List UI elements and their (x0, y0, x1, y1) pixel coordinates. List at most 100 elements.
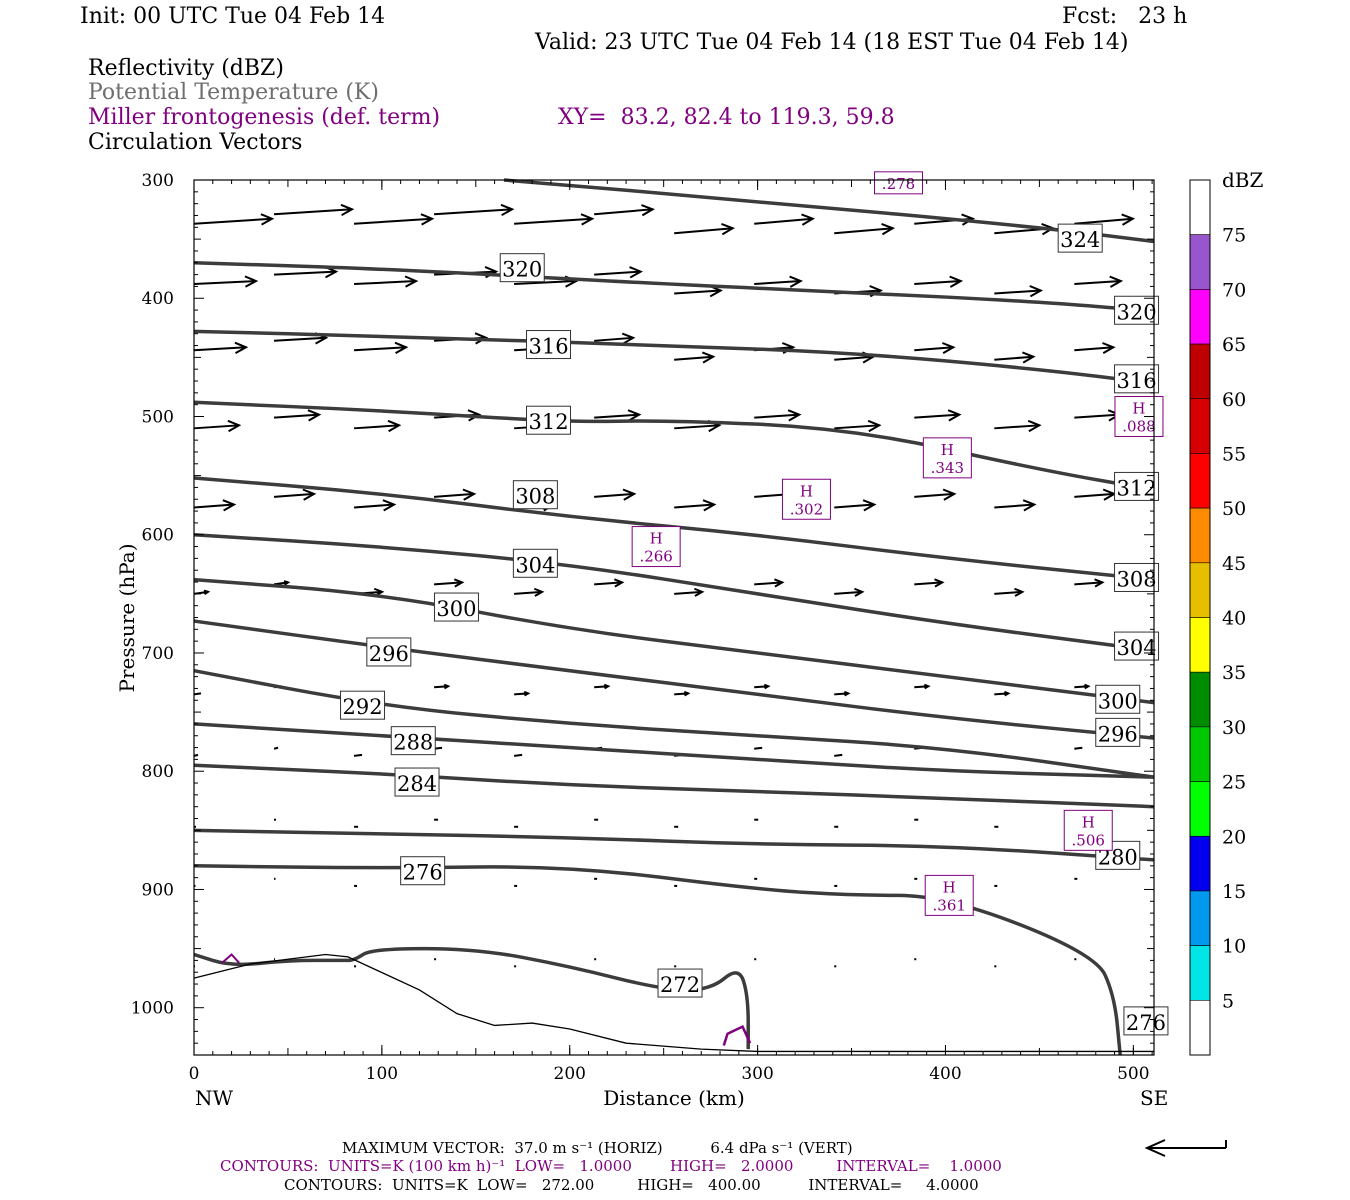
vector-shaft (674, 289, 721, 295)
vector-head (942, 342, 956, 355)
contour-label: 296 (1095, 717, 1141, 747)
circulation-vector (834, 690, 851, 697)
contour-label-text: 284 (397, 772, 437, 796)
vector-shaft (594, 581, 623, 586)
theta-contour-272 (193, 946, 750, 1050)
x-tick-label: 400 (929, 1064, 961, 1084)
circulation-vector (994, 285, 1044, 298)
frontogenesis-value: .343 (931, 459, 964, 477)
max-vector-note: MAXIMUM VECTOR: 37.0 m s⁻¹ (HORIZ) 6.4 d… (342, 1139, 853, 1157)
vector-head (394, 341, 409, 354)
contour-label-text: 288 (393, 731, 433, 755)
frontogenesis-maximum: H.266 (631, 526, 681, 568)
vector-head (603, 683, 611, 690)
circulation-vector (273, 409, 322, 422)
colorbar-level-label: 55 (1222, 443, 1246, 465)
vector-shaft (914, 492, 955, 498)
vector-head (924, 683, 931, 690)
contour-label-text: 304 (515, 553, 555, 577)
vector-head (629, 266, 643, 279)
theta-contour-320 (193, 261, 1155, 313)
theta-contour-276 (193, 864, 1122, 1056)
contour-label: 320 (499, 253, 545, 283)
vector-head (862, 499, 877, 512)
circulation-vector (914, 683, 931, 690)
vector-shaft (193, 346, 247, 352)
theta-contour-308 (193, 476, 1155, 582)
colorbar-level-label: 30 (1222, 717, 1246, 739)
frontogenesis-maximum: H.302 (781, 478, 831, 520)
reference-vector-arrow (1144, 1139, 1227, 1157)
forecast-hour: Fcst: 23 h (1062, 4, 1188, 29)
frontogenesis-value: .506 (1072, 831, 1105, 849)
vector-head (622, 488, 637, 501)
colorbar-level-label: 10 (1222, 936, 1246, 958)
circulation-vector (754, 683, 771, 690)
vector-head (854, 587, 865, 597)
theta-contour-296 (193, 619, 1155, 740)
colorbar-level-label: 65 (1222, 334, 1246, 356)
vector-shaft (994, 692, 1009, 696)
vector-shaft (353, 424, 400, 430)
circulation-vector (193, 692, 202, 696)
y-tick-label: 700 (142, 644, 174, 664)
y-tick-label: 400 (142, 289, 174, 309)
contour-label-box (394, 767, 440, 797)
frontogenesis-high-marker: H (1132, 399, 1145, 417)
colorbar-level-label: 20 (1222, 826, 1246, 848)
circulation-vector (434, 683, 451, 690)
circulation-vector (994, 351, 1036, 364)
circulation-vector (594, 204, 655, 217)
frontogenesis-maximum: H.343 (922, 437, 972, 479)
y-tick-label: 900 (142, 880, 174, 900)
contour-label: 304 (512, 548, 558, 578)
vector-shaft (514, 590, 543, 595)
vector-shaft (834, 503, 875, 509)
x-tick-label: 0 (189, 1064, 200, 1084)
colorbar-segment (1189, 453, 1211, 509)
colorbar-level-label: 70 (1222, 279, 1246, 301)
vector-head (621, 332, 636, 345)
field-potential-temperature: Potential Temperature (K) (88, 80, 379, 105)
theta-contour-304 (193, 532, 1155, 653)
vector-head (801, 213, 816, 226)
contour-label-box (512, 480, 558, 510)
vector-shaft (834, 753, 843, 757)
vector-shaft (914, 346, 954, 352)
vector-shaft (1074, 413, 1120, 419)
vector-head (283, 580, 291, 586)
contour-label-text: 320 (1117, 300, 1157, 324)
vector-head (467, 409, 482, 422)
colorbar-level-label: 5 (1222, 990, 1234, 1012)
vector-shaft (834, 424, 880, 430)
contour-label-box (390, 726, 436, 756)
contour-label-text: 312 (1117, 476, 1157, 500)
circulation-vector (1074, 213, 1136, 226)
contour-label-box (512, 548, 558, 578)
field-circulation-vectors: Circulation Vectors (88, 130, 303, 155)
frontogenesis-value: .266 (639, 548, 672, 566)
circulation-vector (1074, 746, 1083, 750)
vector-shaft (914, 581, 943, 586)
vector-head (533, 587, 545, 597)
circulation-vector (353, 499, 397, 512)
y-tick-label: 500 (142, 407, 174, 427)
circulation-vector (914, 275, 964, 288)
contour-label: 312 (526, 405, 572, 435)
vector-head (302, 488, 317, 501)
contour-label: 308 (1114, 562, 1160, 592)
circulation-vector (434, 203, 515, 217)
theta-contour-292 (193, 668, 1155, 779)
vector-head (1029, 285, 1044, 298)
vector-head (942, 488, 957, 501)
circulation-vector (594, 488, 637, 501)
circulation-vector (834, 753, 843, 757)
circulation-vector (594, 683, 611, 690)
circulation-vector (273, 580, 291, 586)
vector-shaft (193, 692, 202, 696)
vector-head (627, 409, 642, 422)
contour-label: 284 (394, 767, 440, 797)
theta-contour-info: CONTOURS: UNITS=K LOW= 272.00 HIGH= 400.… (284, 1176, 979, 1194)
vector-head (961, 213, 976, 226)
circulation-vector (353, 213, 435, 226)
